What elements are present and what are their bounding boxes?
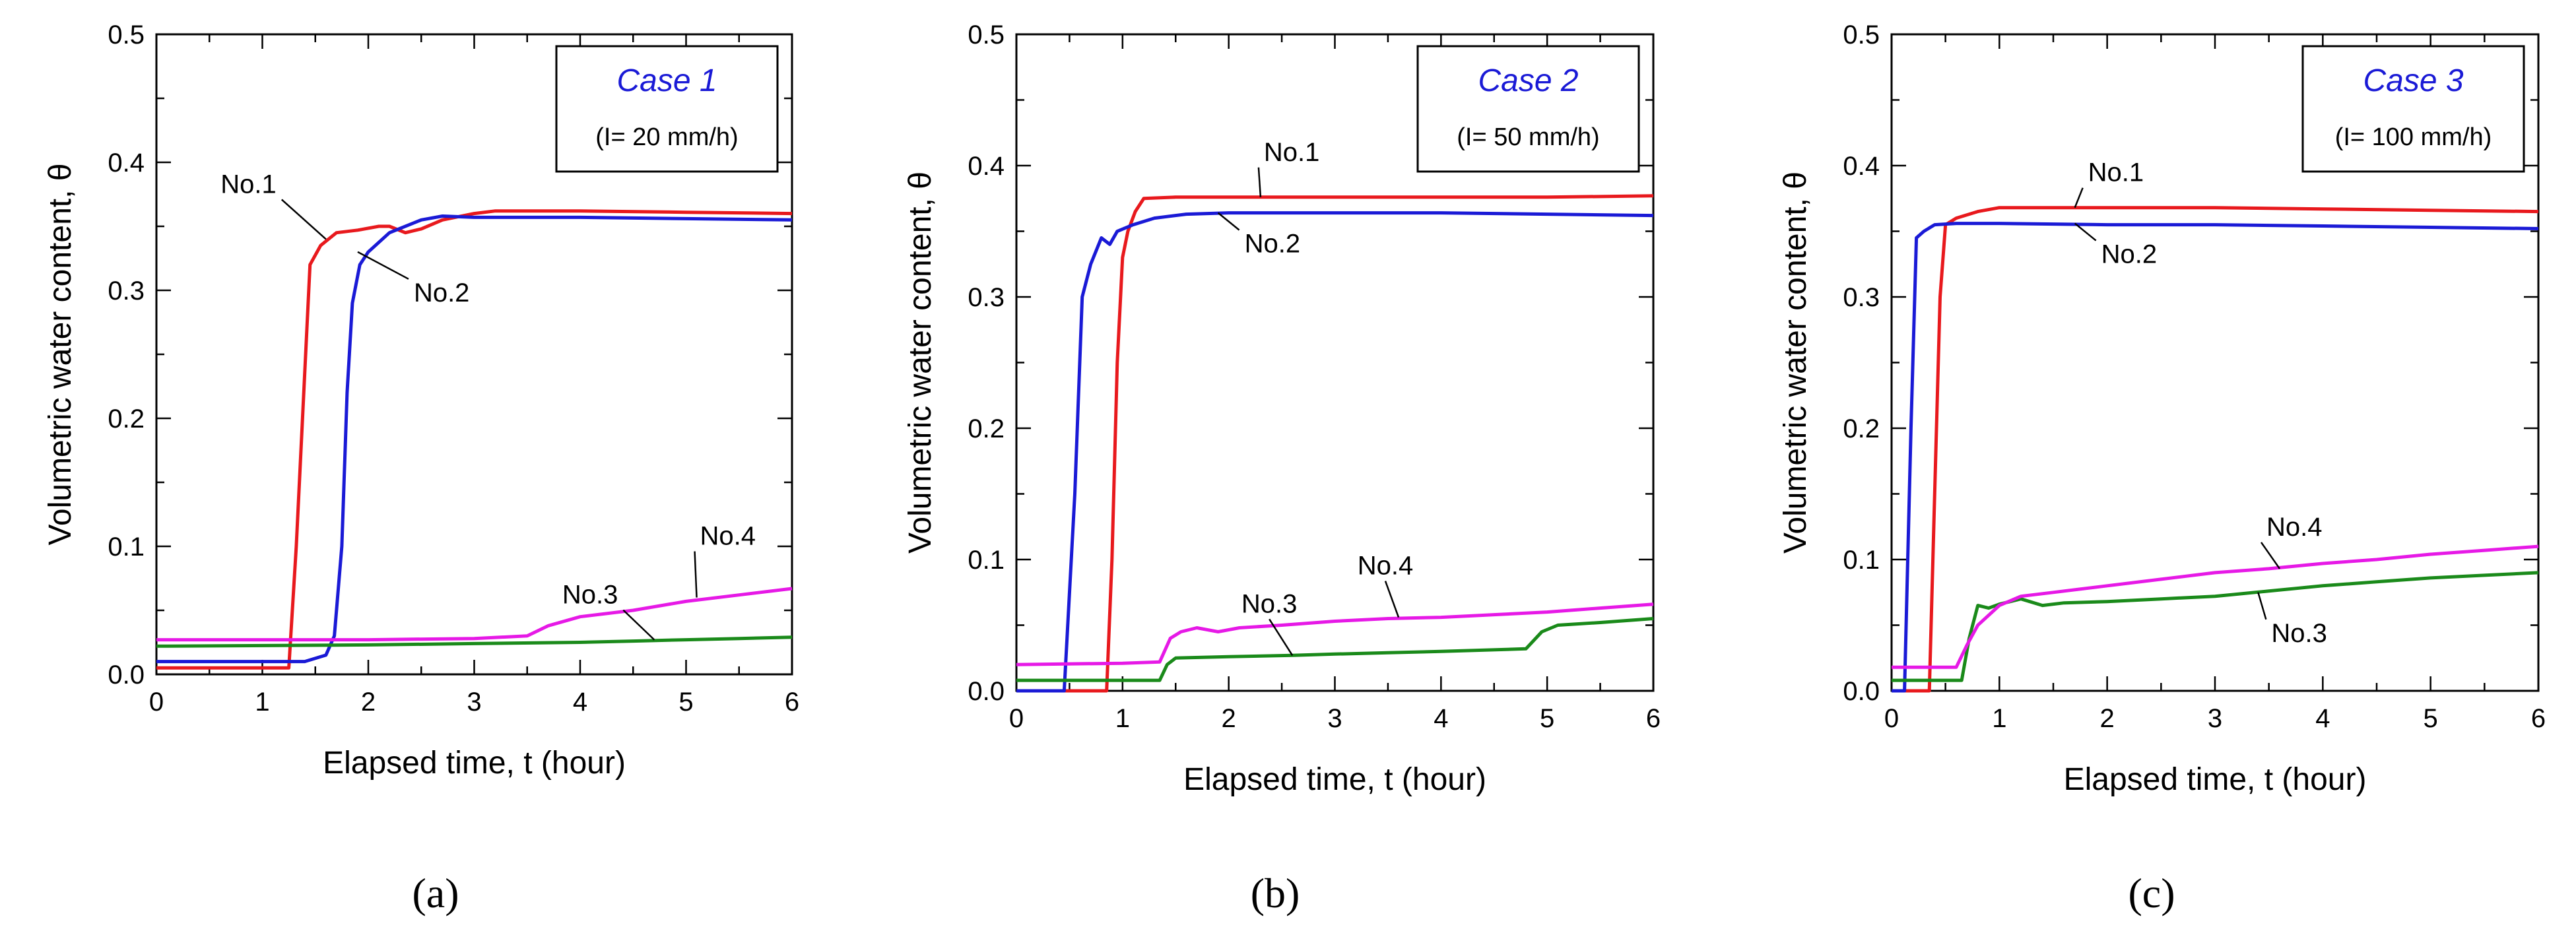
case-subtitle: (I= 100 mm/h): [2335, 123, 2492, 151]
annotation-leader: [2074, 222, 2097, 241]
annotation-label: No.3: [562, 581, 618, 610]
x-tick-label: 2: [1222, 704, 1236, 733]
case-box: [555, 45, 779, 173]
annotation-leader: [1269, 618, 1294, 656]
annotation-label: No.4: [1358, 552, 1414, 581]
x-tick-label: 5: [1540, 704, 1554, 733]
annotation-label: No.1: [220, 170, 277, 199]
y-tick-label: 0.3: [108, 276, 145, 305]
panel-label: (a): [412, 870, 459, 916]
annotation-leader: [1384, 581, 1400, 618]
annotation-label: No.4: [2266, 513, 2323, 542]
series-line-no3: [1016, 617, 1654, 682]
x-axis-title: Elapsed time, t (hour): [2064, 762, 2367, 797]
case-title: Case 2: [1478, 63, 1578, 98]
x-tick-label: 0: [1884, 704, 1899, 733]
annotation-leader: [2260, 542, 2281, 569]
case-title: Case 3: [2363, 63, 2463, 98]
y-tick-label: 0.2: [968, 414, 1005, 443]
y-tick-label: 0.0: [968, 677, 1005, 706]
x-tick-label: 4: [2315, 704, 2330, 733]
series-line-no3: [156, 635, 793, 648]
chart-panel-3: 0 1 2 3 4 5 6 0.0 0.1 0.2 0.3 0.4 0.5 Elapsed time, t…: [1778, 20, 2546, 797]
x-tick-label: 2: [2100, 704, 2115, 733]
series-line-no4: [156, 587, 793, 642]
x-tick-label: 4: [573, 688, 587, 717]
x-tick-label: 0: [1009, 704, 1024, 733]
x-tick-label: 3: [1327, 704, 1342, 733]
annotation-leader: [357, 251, 409, 280]
annotation-label: No.2: [1245, 230, 1301, 259]
annotation-leader: [2074, 187, 2084, 209]
case-title: Case 1: [616, 63, 717, 98]
x-tick-label: 4: [1434, 704, 1448, 733]
chart-panel-1: 0 1 2 3 4 5 6 0.0 0.1 0.2 0.3 0.4 0.5 Elapsed time, t…: [43, 20, 799, 781]
y-tick-label: 0.5: [108, 20, 145, 49]
y-tick-label: 0.4: [1843, 152, 1880, 181]
annotation-label: No.3: [1241, 589, 1298, 618]
chart-panel-2: 0 1 2 3 4 5 6 0.0 0.1 0.2 0.3 0.4 0.5 Elapsed time, t…: [903, 20, 1661, 797]
x-tick-label: 1: [1992, 704, 2006, 733]
x-tick-label: 1: [255, 688, 269, 717]
series-line-no4: [1892, 544, 2539, 669]
y-tick-label: 0.4: [968, 152, 1005, 181]
series-line-no1: [156, 209, 793, 670]
x-tick-label: 0: [149, 688, 164, 717]
y-tick-label: 0.4: [108, 148, 145, 177]
annotation-leader: [1217, 212, 1240, 231]
x-tick-label: 5: [2424, 704, 2438, 733]
series-line-no1: [1892, 206, 2539, 693]
x-tick-label: 5: [678, 688, 693, 717]
case-subtitle: (I= 20 mm/h): [595, 123, 738, 151]
panel-label: (b): [1251, 870, 1300, 916]
annotation-leader: [1257, 167, 1262, 197]
case-box: [1416, 45, 1640, 173]
annotation-leader: [622, 609, 655, 641]
x-tick-label: 6: [2531, 704, 2546, 733]
x-tick-label: 3: [2208, 704, 2222, 733]
y-tick-label: 0.0: [108, 660, 145, 690]
series-line-no2: [1016, 211, 1654, 693]
series-line-no1: [1016, 194, 1654, 693]
annotation-label: No.3: [2271, 619, 2327, 648]
annotation-label: No.4: [700, 522, 756, 551]
y-tick-label: 0.1: [968, 546, 1005, 575]
series-line-no2: [1892, 222, 2539, 693]
y-tick-label: 0.5: [1843, 20, 1880, 49]
x-tick-label: 1: [1115, 704, 1130, 733]
annotation-leader: [2257, 592, 2267, 620]
y-tick-label: 0.2: [108, 404, 145, 433]
x-tick-label: 6: [1646, 704, 1661, 733]
x-tick-label: 6: [785, 688, 799, 717]
x-tick-label: 2: [361, 688, 376, 717]
annotation-label: No.2: [2101, 240, 2158, 269]
x-axis-title: Elapsed time, t (hour): [323, 746, 626, 781]
annotation-label: No.1: [2088, 158, 2144, 187]
y-tick-label: 0.1: [108, 532, 145, 562]
y-tick-label: 0.3: [968, 283, 1005, 312]
y-tick-label: 0.5: [968, 20, 1005, 49]
y-tick-label: 0.1: [1843, 546, 1880, 575]
panel-label: (c): [2128, 870, 2175, 916]
y-axis-title: Volumetric water content, θ: [43, 164, 78, 546]
annotation-label: No.2: [414, 278, 470, 307]
series-line-no3: [1892, 571, 2539, 682]
y-axis-title: Volumetric water content, θ: [903, 172, 938, 554]
x-tick-label: 3: [467, 688, 481, 717]
case-subtitle: (I= 50 mm/h): [1457, 123, 1599, 151]
y-tick-label: 0.0: [1843, 677, 1880, 706]
y-axis-title: Volumetric water content, θ: [1778, 172, 1813, 554]
case-box: [2301, 45, 2525, 173]
annotation-label: No.1: [1264, 138, 1320, 167]
annotation-leader: [281, 199, 327, 240]
series-line-no4: [1016, 602, 1654, 666]
annotation-leader: [694, 551, 698, 598]
y-tick-label: 0.2: [1843, 414, 1880, 443]
y-tick-label: 0.3: [1843, 283, 1880, 312]
x-axis-title: Elapsed time, t (hour): [1183, 762, 1486, 797]
